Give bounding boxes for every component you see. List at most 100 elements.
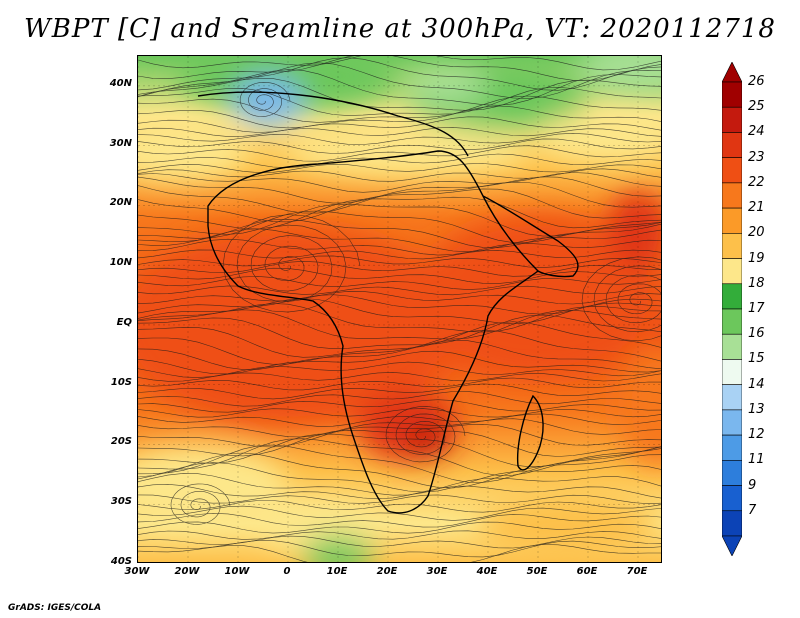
streamline xyxy=(138,56,661,81)
colorbar-swatch xyxy=(722,283,742,310)
colorbar-label: 26 xyxy=(748,74,765,89)
lon-label: 40E xyxy=(476,566,498,577)
streamline xyxy=(138,483,661,500)
colorbar-label: 20 xyxy=(748,225,765,241)
streamline xyxy=(138,181,661,214)
streamline xyxy=(138,339,661,370)
lat-label: 40S xyxy=(110,556,132,567)
streamline xyxy=(138,521,661,534)
lon-label: 0 xyxy=(283,566,291,577)
streamline xyxy=(138,276,661,290)
streamline xyxy=(138,228,661,253)
colorbar-swatch xyxy=(722,233,742,259)
streamline xyxy=(138,314,661,350)
streamline xyxy=(138,290,661,305)
lat-label: 40N xyxy=(109,77,132,89)
colorbar xyxy=(722,62,742,556)
lon-label: 60E xyxy=(576,566,598,577)
streamline xyxy=(138,462,661,493)
streamline xyxy=(138,309,661,340)
colorbar-swatch xyxy=(722,132,742,158)
streamline xyxy=(138,494,661,505)
colorbar-label: 18 xyxy=(748,275,765,291)
colorbar-swatch xyxy=(722,81,742,108)
colorbar-label: 13 xyxy=(748,401,765,417)
streamline xyxy=(138,500,661,513)
colorbar-label: 19 xyxy=(748,250,765,266)
colorbar-swatch xyxy=(722,359,742,385)
streamline xyxy=(138,444,661,483)
lon-label: 10W xyxy=(224,566,250,577)
colorbar-label: 9 xyxy=(748,477,757,493)
streamline xyxy=(581,256,661,342)
colorbar-swatch xyxy=(722,308,742,335)
streamline xyxy=(138,321,661,358)
streamline xyxy=(138,413,661,427)
colorbar-swatch xyxy=(722,409,742,436)
lon-label: 30E xyxy=(426,566,448,577)
colorbar-label: 12 xyxy=(748,427,765,443)
streamline xyxy=(138,391,661,407)
lat-label: 30N xyxy=(109,137,132,149)
streamline xyxy=(138,127,661,137)
colorbar-label: 21 xyxy=(748,200,765,216)
streamline xyxy=(138,530,661,540)
streamline xyxy=(138,350,661,375)
streamline xyxy=(138,163,661,173)
streamline xyxy=(138,116,661,133)
colorbar-label: 15 xyxy=(748,351,765,367)
streamline xyxy=(138,433,661,468)
streamline xyxy=(138,429,661,457)
streamline xyxy=(138,188,661,223)
colorbar-swatch xyxy=(722,460,742,486)
map-field xyxy=(138,56,661,562)
colorbar-label: 7 xyxy=(748,502,757,518)
streamline xyxy=(138,138,661,154)
streamline xyxy=(138,238,661,256)
colorbar-label: 25 xyxy=(748,99,765,115)
credit-text: GrADS: IGES/COLA xyxy=(8,603,102,613)
lat-label: EQ xyxy=(116,316,132,328)
streamline xyxy=(138,408,661,418)
streamline xyxy=(138,56,661,71)
colorbar-label: 11 xyxy=(748,452,765,468)
lat-label: 20S xyxy=(110,436,132,448)
streamline xyxy=(138,132,661,145)
colorbar-top-arrow xyxy=(722,62,742,83)
colorbar-swatch xyxy=(722,106,742,133)
lon-label: 50E xyxy=(526,566,548,577)
streamline xyxy=(138,69,661,106)
colorbar-label: 17 xyxy=(748,301,765,316)
colorbar-swatch xyxy=(722,485,742,512)
colorbar-swatch xyxy=(722,510,742,537)
streamline xyxy=(138,361,661,378)
streamline xyxy=(138,505,661,521)
colorbar-label: 24 xyxy=(748,124,765,140)
streamline xyxy=(138,329,661,365)
streamline xyxy=(138,372,661,382)
lon-label: 70E xyxy=(626,566,648,577)
streamline xyxy=(138,62,661,100)
map-panel xyxy=(137,55,662,563)
streamline xyxy=(138,153,661,169)
colorbar-swatch xyxy=(722,157,742,184)
streamline xyxy=(138,423,661,448)
lat-label: 10N xyxy=(109,257,132,269)
colorbar-swatch xyxy=(722,434,742,461)
streamline xyxy=(138,145,661,162)
streamline xyxy=(138,399,661,413)
colorbar-label: 14 xyxy=(748,376,765,392)
coastlines xyxy=(197,91,579,514)
streamline xyxy=(138,168,661,182)
colorbar-swatch xyxy=(722,333,742,360)
colorbar-label: 23 xyxy=(748,149,765,165)
lon-label: 20W xyxy=(174,566,200,577)
streamline xyxy=(138,438,661,476)
lon-label: 20E xyxy=(376,566,398,577)
lon-label: 30W xyxy=(124,566,150,577)
streamline xyxy=(138,172,661,193)
streamline xyxy=(138,86,661,116)
streamline xyxy=(138,196,661,230)
lat-label: 30S xyxy=(110,496,132,508)
lat-label: 10S xyxy=(110,376,132,388)
